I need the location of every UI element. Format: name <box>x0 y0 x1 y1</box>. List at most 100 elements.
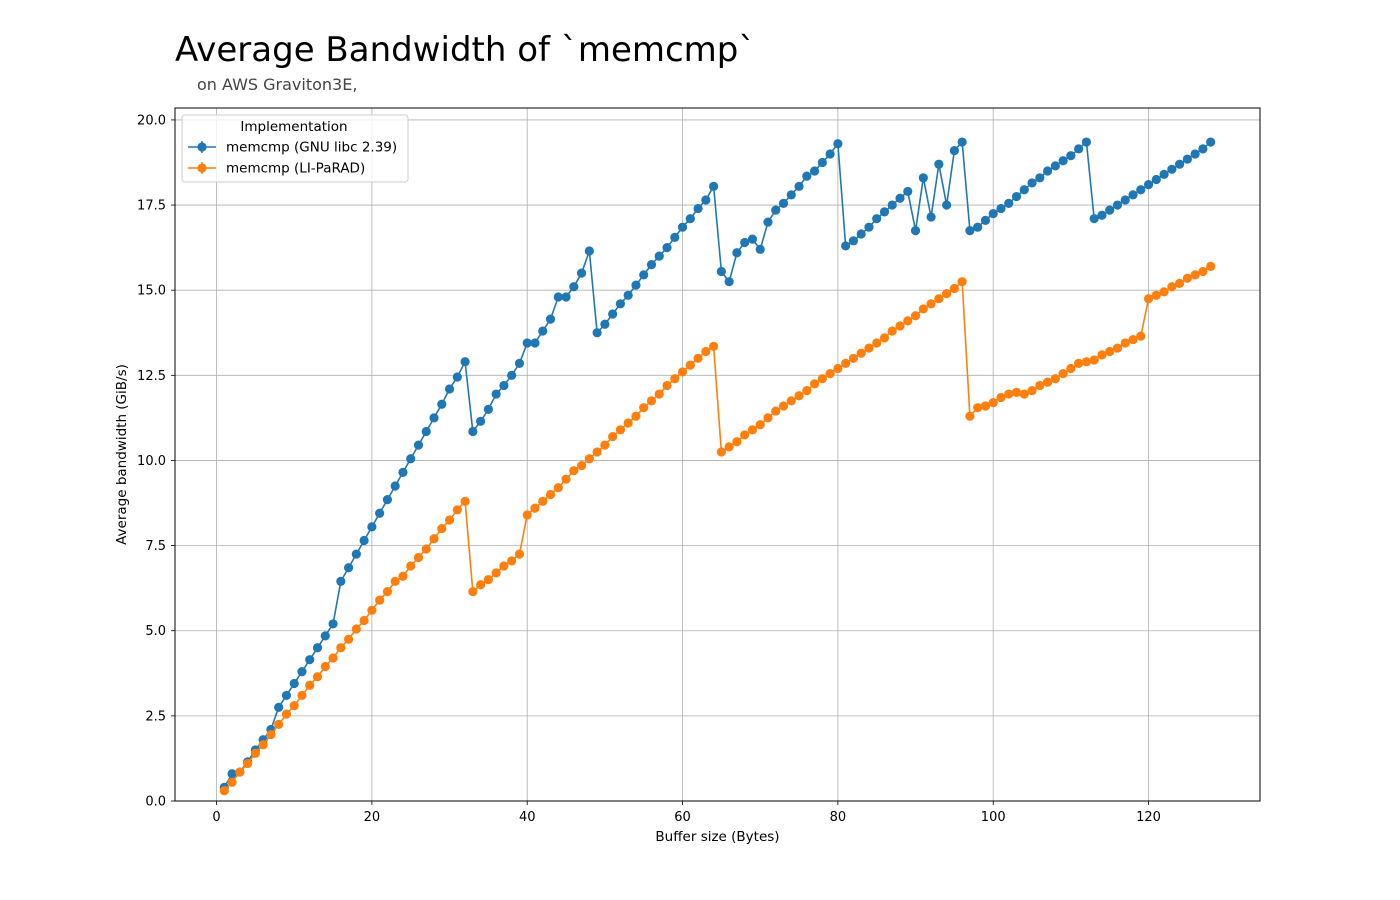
x-tick-label: 80 <box>830 810 847 825</box>
data-point <box>608 432 618 442</box>
data-point <box>771 205 781 215</box>
data-point <box>1074 144 1084 154</box>
x-tick-label: 40 <box>519 810 536 825</box>
data-point <box>864 343 874 353</box>
data-point <box>1011 191 1022 202</box>
data-point <box>639 403 649 413</box>
data-point <box>1198 266 1208 277</box>
data-point <box>942 200 952 210</box>
data-point <box>281 709 292 719</box>
data-point <box>382 586 393 597</box>
data-point <box>1019 185 1029 195</box>
data-point <box>685 214 695 224</box>
data-point <box>623 290 633 300</box>
data-point <box>1042 166 1053 176</box>
data-point <box>227 777 237 787</box>
data-point <box>390 576 400 586</box>
data-point <box>677 222 688 232</box>
data-point <box>289 701 299 711</box>
data-point <box>437 523 447 534</box>
data-point <box>406 561 416 571</box>
y-axis-label: Average bandwidth (GiB/s) <box>114 364 130 545</box>
y-tick-label: 15.0 <box>137 284 166 299</box>
data-point <box>538 326 548 336</box>
data-point <box>949 145 959 156</box>
data-point <box>468 586 478 597</box>
data-point <box>250 748 260 758</box>
data-point <box>413 552 424 563</box>
data-point <box>390 481 400 491</box>
data-point <box>786 396 796 406</box>
data-point <box>778 401 789 411</box>
data-point <box>740 237 750 248</box>
data-point <box>320 631 330 641</box>
data-point <box>343 563 354 573</box>
data-point <box>817 157 827 168</box>
data-point <box>576 460 587 471</box>
data-point <box>444 384 455 394</box>
data-point <box>274 719 284 729</box>
data-point <box>1182 273 1192 283</box>
data-point <box>429 413 439 423</box>
y-tick-label: 20.0 <box>137 113 166 128</box>
data-point <box>1167 164 1177 174</box>
data-point <box>530 338 540 348</box>
data-point <box>654 251 664 261</box>
data-point <box>1081 137 1092 147</box>
data-point <box>491 389 501 399</box>
data-point <box>274 702 284 712</box>
data-point <box>507 556 517 566</box>
data-point <box>763 413 773 423</box>
data-point <box>452 372 462 382</box>
data-point <box>724 277 734 287</box>
data-point <box>1136 331 1146 341</box>
data-point <box>988 208 998 219</box>
data-point <box>1004 389 1014 399</box>
data-point <box>1027 386 1037 396</box>
data-point <box>965 411 975 421</box>
data-point <box>856 348 866 358</box>
data-point <box>872 338 882 348</box>
data-point <box>1167 282 1177 292</box>
axis-ticks: 0 20 40 60 80 100 120 0.0 2.5 5.0 7.5 10.0 12.5 15.0 1… <box>137 113 1161 825</box>
data-point <box>320 661 330 672</box>
data-point <box>949 283 959 294</box>
data-point <box>483 575 493 585</box>
data-point <box>980 401 991 411</box>
data-point <box>1136 185 1146 195</box>
data-point <box>421 426 431 437</box>
data-point <box>584 454 594 464</box>
data-point <box>235 767 245 777</box>
data-point <box>305 655 315 665</box>
series-1 <box>219 137 1216 792</box>
data-point <box>359 615 369 626</box>
data-point <box>996 392 1006 403</box>
data-point <box>732 248 742 258</box>
data-point <box>297 690 307 701</box>
data-point <box>848 236 859 246</box>
data-point <box>1081 357 1092 367</box>
chart-title: Average Bandwidth of `memcmp` <box>175 30 755 70</box>
data-point <box>802 171 812 181</box>
data-point <box>724 442 734 452</box>
data-point <box>841 358 851 369</box>
data-point <box>623 418 633 428</box>
legend-box <box>181 114 409 183</box>
data-point <box>646 396 657 406</box>
data-point <box>351 549 361 559</box>
y-tick-label: 17.5 <box>137 199 166 214</box>
data-point <box>662 243 672 253</box>
data-point <box>685 360 695 370</box>
data-point <box>879 333 890 343</box>
data-point <box>639 270 649 280</box>
series-2 <box>219 261 1216 796</box>
data-point <box>219 786 229 796</box>
data-point <box>312 643 323 653</box>
data-point <box>398 571 408 581</box>
data-point <box>677 367 688 377</box>
data-point <box>297 666 307 677</box>
data-point <box>375 595 385 605</box>
data-point <box>817 374 827 384</box>
data-point <box>1151 290 1161 300</box>
data-point <box>336 643 346 653</box>
